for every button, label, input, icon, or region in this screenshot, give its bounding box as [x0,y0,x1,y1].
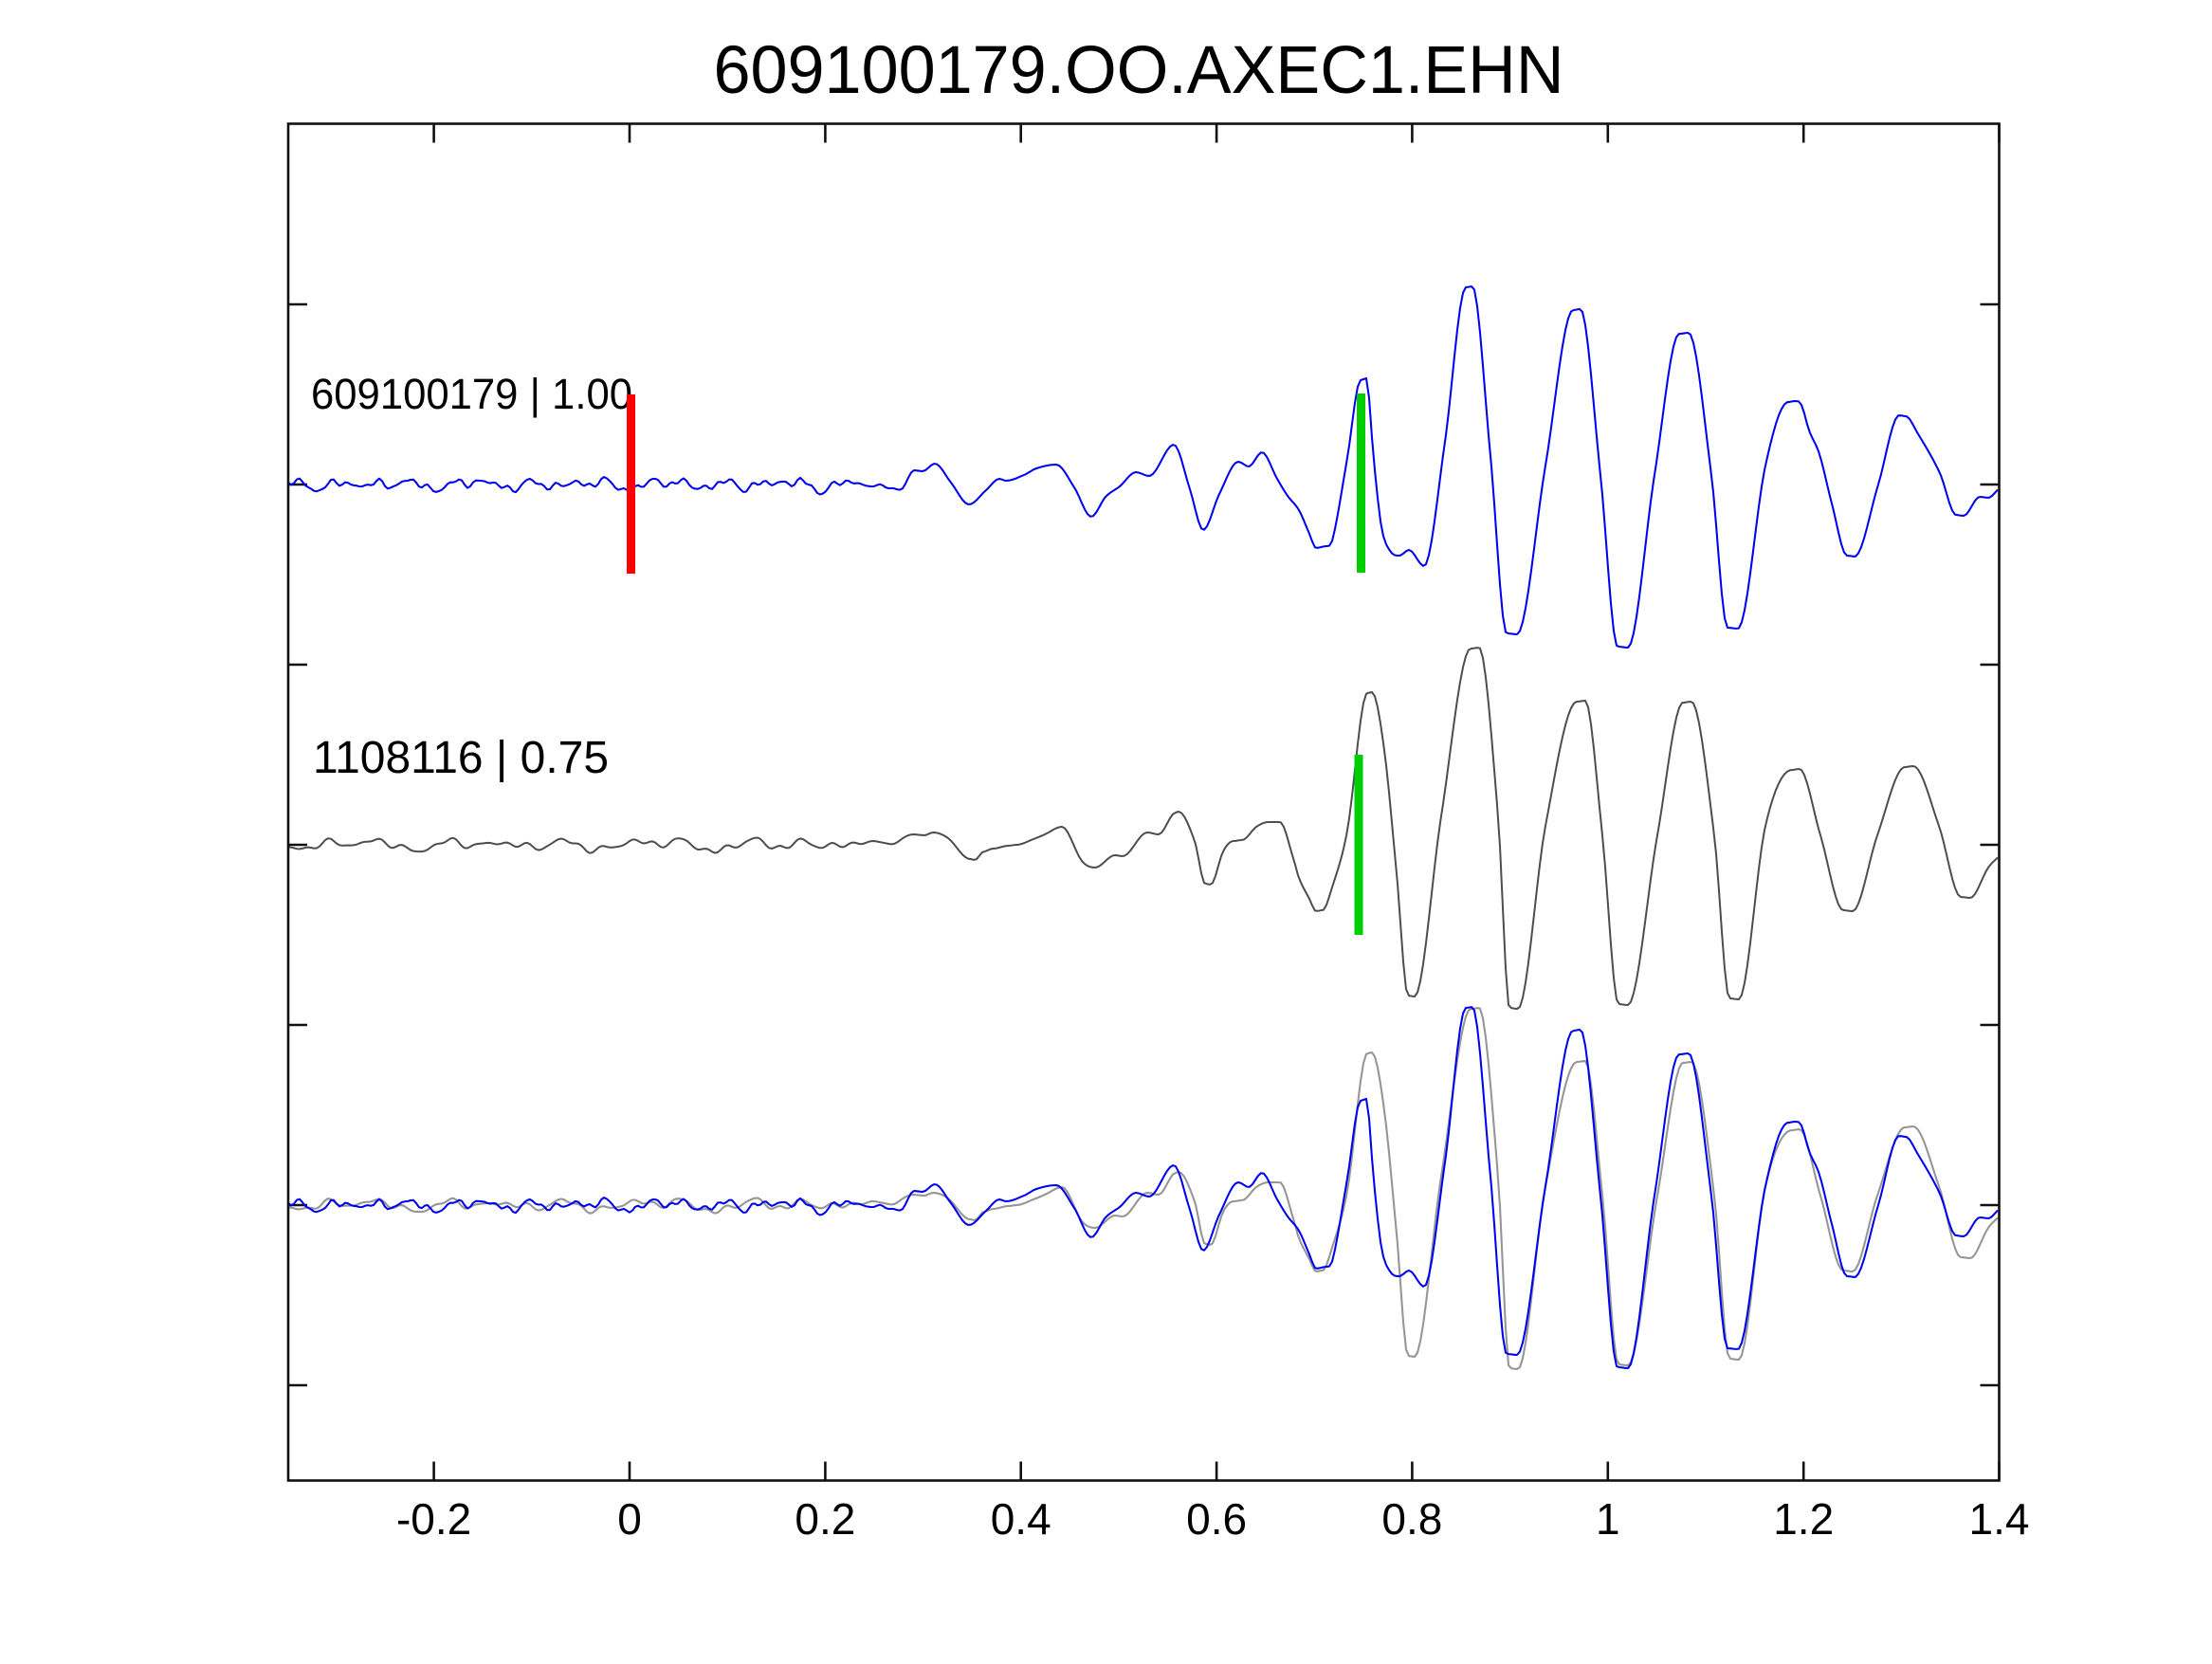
svg-text:1.2: 1.2 [1773,1494,1834,1544]
svg-text:1: 1 [1596,1494,1620,1544]
svg-text:0.6: 0.6 [1186,1494,1247,1544]
svg-text:609100179 | 1.00: 609100179 | 1.00 [311,370,632,418]
svg-text:1.4: 1.4 [1969,1494,2030,1544]
svg-text:-0.2: -0.2 [396,1494,471,1544]
svg-text:0.2: 0.2 [795,1494,855,1544]
svg-text:1108116 | 0.75: 1108116 | 0.75 [313,733,609,783]
svg-text:609100179.OO.AXEC1.EHN: 609100179.OO.AXEC1.EHN [714,33,1564,108]
svg-text:0.4: 0.4 [991,1494,1051,1544]
svg-text:0: 0 [617,1494,642,1544]
svg-text:0.8: 0.8 [1381,1494,1442,1544]
